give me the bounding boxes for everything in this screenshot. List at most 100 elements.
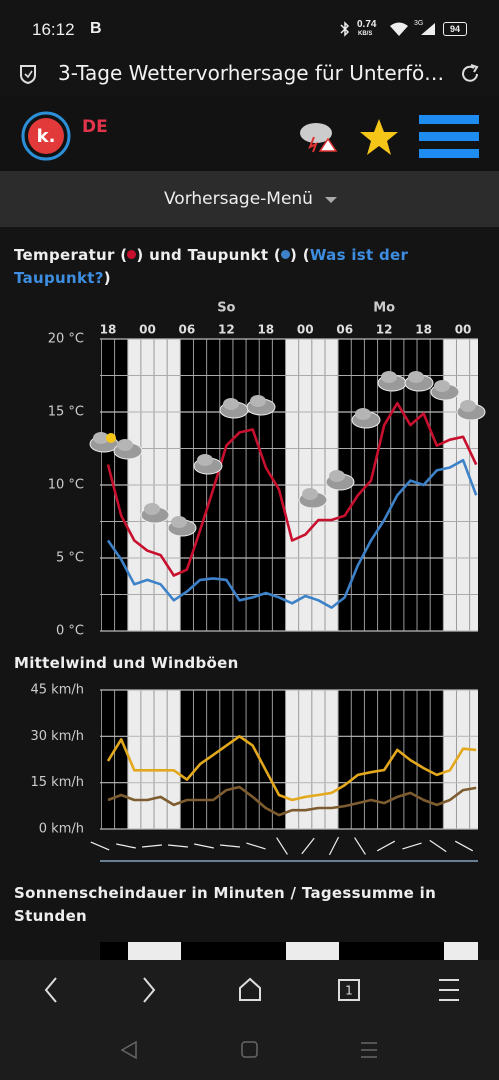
y-tick-label: 20 °C: [48, 332, 84, 347]
wind-arrow: [354, 837, 366, 855]
sys-recents[interactable]: [361, 1042, 377, 1058]
cloud: [144, 503, 160, 515]
wind-arrow: [402, 842, 422, 850]
day-label: So: [217, 301, 235, 316]
cloud: [197, 454, 213, 466]
weather-icon: [167, 516, 197, 537]
wind-arrow: [376, 840, 396, 852]
wind-arrow: [116, 843, 136, 849]
system-icons: [120, 1040, 377, 1060]
page-title: 3-Tage Wettervorhersage für Unterfö…: [58, 61, 445, 85]
sys-back[interactable]: [120, 1040, 137, 1060]
night-band: [128, 942, 181, 960]
series-line: [106, 458, 478, 609]
battery: 94: [443, 22, 467, 36]
nav-icons: 1: [44, 977, 459, 1003]
x-tick-label: 18: [257, 323, 274, 337]
weather-icon: [456, 400, 486, 421]
y-tick-label: 15 km/h: [31, 775, 85, 790]
y-tick-label: 10 °C: [48, 478, 84, 493]
x-tick-label: 18: [100, 323, 117, 337]
back-button[interactable]: [44, 977, 57, 1003]
night-band: [286, 942, 339, 960]
browser-nav: 1: [0, 960, 499, 1020]
logo[interactable]: k.: [21, 111, 71, 161]
series-line: [106, 401, 478, 577]
wind-arrow: [194, 843, 214, 849]
cloud: [355, 408, 371, 420]
tabs-button[interactable]: [338, 979, 360, 1001]
weather-icon: [430, 380, 460, 401]
y-tick-label: 15 °C: [48, 405, 84, 420]
weather-icon: [404, 371, 434, 392]
wind-arrow: [219, 844, 241, 848]
cloud: [434, 380, 450, 392]
favorite-button[interactable]: [358, 117, 400, 157]
weather-icon: [298, 488, 328, 509]
legend-dot: [281, 250, 291, 259]
cloud: [302, 488, 318, 500]
browser-bar: 3-Tage Wettervorhersage für Unterfö…: [0, 55, 499, 95]
title-text: Temperatur (: [14, 246, 128, 264]
warning-icon[interactable]: [296, 117, 340, 153]
wind-arrow: [276, 837, 288, 855]
x-tick-label: 12: [376, 323, 393, 337]
wind-title: Mittelwind und Windböen: [14, 654, 239, 672]
title-text: ): [103, 269, 111, 287]
wind-arrow: [90, 841, 110, 851]
x-tick-label: 00: [455, 323, 472, 337]
site-header: k. DE: [0, 95, 499, 171]
x-tick-label: 18: [415, 323, 432, 337]
forward-button[interactable]: [143, 977, 156, 1003]
cloud: [117, 439, 133, 451]
wifi-icon: [390, 22, 408, 36]
x-tick-label: 12: [218, 323, 235, 337]
y-tick-label: 0 °C: [56, 624, 84, 639]
status-indicator: B: [90, 20, 102, 37]
cloud: [408, 371, 424, 383]
reload-button[interactable]: [458, 62, 482, 86]
wind-arrow: [454, 840, 474, 852]
dropdown-caret: [325, 197, 337, 203]
forecast-menu[interactable]: Vorhersage-Menü: [0, 171, 499, 227]
wind-arrow: [429, 839, 447, 853]
y-tick-label: 45 km/h: [31, 683, 85, 698]
clock: 16:12: [32, 20, 75, 39]
sun-icon: [106, 433, 116, 443]
cloud: [93, 432, 109, 444]
wind-arrow: [301, 837, 315, 855]
y-tick-label: 5 °C: [56, 551, 84, 566]
title-text: ) und Taupunkt (: [136, 246, 282, 264]
title-text: ) (: [290, 246, 310, 264]
weather-icon: [351, 408, 381, 429]
network-type: 3G: [414, 20, 424, 27]
x-tick-label: 00: [139, 323, 156, 337]
wind-arrow: [141, 844, 163, 848]
cloud: [381, 371, 397, 383]
dewpoint-link[interactable]: Was ist der Taupunkt?: [14, 246, 409, 287]
browser-menu[interactable]: [439, 979, 459, 1001]
weather-icon: [193, 454, 223, 475]
cloud: [171, 516, 187, 528]
series-line: [107, 785, 477, 817]
cloud: [223, 398, 239, 410]
night-band: [444, 942, 478, 960]
country[interactable]: DE: [82, 117, 108, 137]
site-info-icon[interactable]: [18, 63, 38, 85]
system-nav: [0, 1020, 499, 1080]
temperature-title: Temperatur ( ) und Taupunkt ( ) (Was ist d…: [14, 244, 414, 290]
net-speed-unit: KB/S: [358, 31, 373, 37]
wind-arrow: [328, 836, 340, 856]
day-label: Mo: [373, 301, 395, 316]
cloud: [329, 470, 345, 482]
home-button[interactable]: [239, 977, 261, 1001]
weather-icon: [113, 439, 143, 460]
logo-text: k.: [37, 126, 56, 147]
legend-dot: [127, 250, 137, 259]
menu-button[interactable]: [419, 115, 479, 159]
sys-home[interactable]: [241, 1041, 258, 1058]
series-line: [106, 735, 477, 802]
x-tick-label: 06: [179, 323, 196, 337]
